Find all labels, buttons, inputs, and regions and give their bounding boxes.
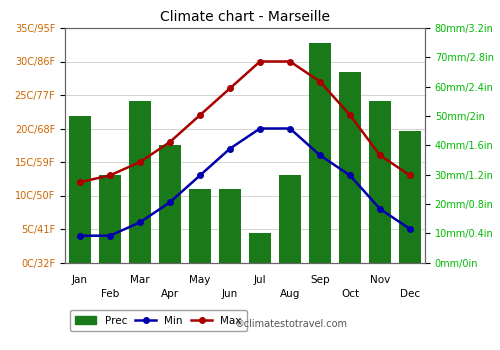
Text: Jan: Jan xyxy=(72,275,88,285)
Text: Feb: Feb xyxy=(101,289,119,299)
Bar xyxy=(99,175,121,262)
Bar xyxy=(369,101,391,262)
Text: ®climatestotravel.com: ®climatestotravel.com xyxy=(235,319,348,329)
Text: May: May xyxy=(190,275,210,285)
Text: Aug: Aug xyxy=(280,289,300,299)
Bar xyxy=(69,116,91,262)
Bar xyxy=(249,233,271,262)
Bar xyxy=(339,72,361,262)
Bar xyxy=(159,145,181,262)
Text: Apr: Apr xyxy=(161,289,179,299)
Bar xyxy=(219,189,241,262)
Text: Nov: Nov xyxy=(370,275,390,285)
Legend: Prec, Min, Max: Prec, Min, Max xyxy=(70,310,247,331)
Title: Climate chart - Marseille: Climate chart - Marseille xyxy=(160,10,330,24)
Text: Oct: Oct xyxy=(341,289,359,299)
Bar xyxy=(309,43,331,262)
Bar xyxy=(279,175,301,262)
Bar xyxy=(189,189,211,262)
Text: Sep: Sep xyxy=(310,275,330,285)
Text: Mar: Mar xyxy=(130,275,150,285)
Text: Dec: Dec xyxy=(400,289,420,299)
Bar xyxy=(129,101,151,262)
Bar xyxy=(399,131,421,262)
Text: Jun: Jun xyxy=(222,289,238,299)
Text: Jul: Jul xyxy=(254,275,266,285)
